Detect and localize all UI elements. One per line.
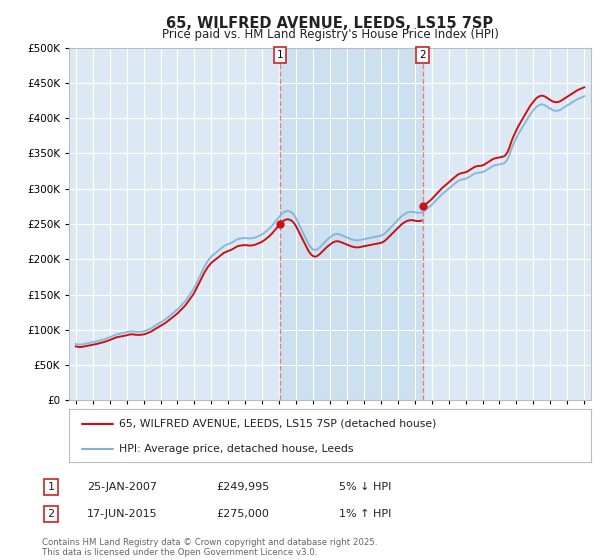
Text: 65, WILFRED AVENUE, LEEDS, LS15 7SP: 65, WILFRED AVENUE, LEEDS, LS15 7SP (166, 16, 494, 31)
Text: 2: 2 (47, 509, 55, 519)
Text: £249,995: £249,995 (216, 482, 269, 492)
Text: 2: 2 (419, 50, 426, 60)
Text: 1: 1 (47, 482, 55, 492)
Text: 5% ↓ HPI: 5% ↓ HPI (339, 482, 391, 492)
Text: 17-JUN-2015: 17-JUN-2015 (87, 509, 158, 519)
Text: Contains HM Land Registry data © Crown copyright and database right 2025.
This d: Contains HM Land Registry data © Crown c… (42, 538, 377, 557)
Text: £275,000: £275,000 (216, 509, 269, 519)
Bar (280, 48, 422, 400)
Text: 1: 1 (277, 50, 283, 60)
Text: Price paid vs. HM Land Registry's House Price Index (HPI): Price paid vs. HM Land Registry's House … (161, 28, 499, 41)
Text: 1% ↑ HPI: 1% ↑ HPI (339, 509, 391, 519)
Text: 65, WILFRED AVENUE, LEEDS, LS15 7SP (detached house): 65, WILFRED AVENUE, LEEDS, LS15 7SP (det… (119, 419, 436, 429)
Text: 25-JAN-2007: 25-JAN-2007 (87, 482, 157, 492)
Text: HPI: Average price, detached house, Leeds: HPI: Average price, detached house, Leed… (119, 444, 353, 454)
